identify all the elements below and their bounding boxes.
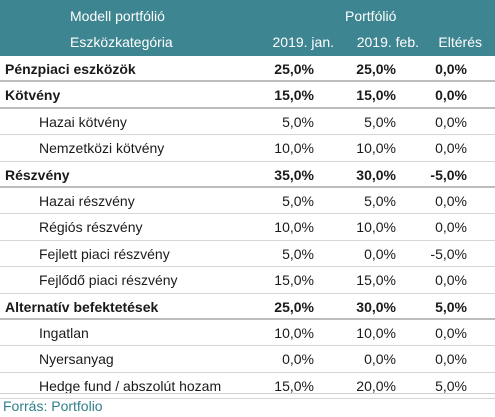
table-row: Hazai részvény 5,0% 5,0% 0,0% <box>0 188 495 215</box>
table-row: Fejlett piaci részvény 5,0% 0,0% -5,0% <box>0 241 495 268</box>
row-jan-value: 15,0% <box>274 87 314 104</box>
row-jan-value: 0,0% <box>282 351 314 368</box>
row-label: Részvény <box>5 166 70 183</box>
row-diff-value: 5,0% <box>435 298 467 315</box>
row-feb-value: 30,0% <box>356 298 396 315</box>
row-diff-value: 0,0% <box>435 113 467 130</box>
row-jan-value: 10,0% <box>274 140 314 157</box>
row-label: Régiós részvény <box>39 219 143 236</box>
row-feb-value: 15,0% <box>356 272 396 289</box>
row-jan-value: 10,0% <box>274 219 314 236</box>
row-feb-value: 10,0% <box>356 140 396 157</box>
row-label: Hazai részvény <box>39 192 135 209</box>
row-feb-value: 0,0% <box>364 245 396 262</box>
row-feb-value: 0,0% <box>364 351 396 368</box>
row-diff-value: 5,0% <box>435 377 467 394</box>
table-bottom-divider <box>0 393 495 394</box>
row-feb-value: 5,0% <box>364 113 396 130</box>
row-jan-value: 25,0% <box>274 61 314 77</box>
row-label: Nemzetközi kötvény <box>39 140 165 157</box>
row-feb-value: 20,0% <box>356 377 396 394</box>
row-diff-value: -5,0% <box>430 245 467 262</box>
row-jan-value: 15,0% <box>274 272 314 289</box>
row-label: Alternatív befektetések <box>5 298 159 315</box>
table-row: Nemzetközi kötvény 10,0% 10,0% 0,0% <box>0 135 495 162</box>
row-diff-value: 0,0% <box>435 219 467 236</box>
table-body: Pénzpiaci eszközök 25,0% 25,0% 0,0% Kötvény 1… <box>0 56 495 400</box>
table-row: Pénzpiaci eszközök 25,0% 25,0% 0,0% <box>0 56 495 83</box>
row-feb-value: 30,0% <box>356 166 396 183</box>
table-row: Nyersanyag 0,0% 0,0% 0,0% <box>0 346 495 373</box>
row-diff-value: 0,0% <box>435 61 467 77</box>
row-diff-value: 0,0% <box>435 140 467 157</box>
row-label: Nyersanyag <box>39 351 114 368</box>
row-label: Kötvény <box>5 87 61 104</box>
row-jan-value: 25,0% <box>274 298 314 315</box>
row-label: Ingatlan <box>39 324 89 341</box>
row-feb-value: 10,0% <box>356 219 396 236</box>
row-label: Fejlődő piaci részvény <box>39 272 178 289</box>
header-model-portfolio: Modell portfólió <box>70 8 165 24</box>
table-row: Alternatív befektetések 25,0% 30,0% 5,0% <box>0 294 495 320</box>
row-feb-value: 5,0% <box>364 192 396 209</box>
row-diff-value: 0,0% <box>435 87 467 104</box>
row-jan-value: 15,0% <box>274 377 314 394</box>
row-feb-value: 15,0% <box>356 87 396 104</box>
source-note: Forrás: Portfolio <box>3 398 103 414</box>
table-row: Fejlődő piaci részvény 15,0% 15,0% 0,0% <box>0 267 495 294</box>
table-row: Hazai kötvény 5,0% 5,0% 0,0% <box>0 109 495 136</box>
table-row: Régiós részvény 10,0% 10,0% 0,0% <box>0 214 495 241</box>
table-row: Kötvény 15,0% 15,0% 0,0% <box>0 82 495 109</box>
row-diff-value: 0,0% <box>435 272 467 289</box>
row-jan-value: 5,0% <box>282 245 314 262</box>
row-diff-value: 0,0% <box>435 192 467 209</box>
row-diff-value: 0,0% <box>435 351 467 368</box>
row-label: Hedge fund / abszolút hozam <box>39 377 222 394</box>
row-jan-value: 5,0% <box>282 113 314 130</box>
row-jan-value: 35,0% <box>274 166 314 183</box>
row-jan-value: 10,0% <box>274 324 314 341</box>
header-feb: 2019. feb. <box>356 34 419 50</box>
table-row: Ingatlan 10,0% 10,0% 0,0% <box>0 320 495 347</box>
row-label: Fejlett piaci részvény <box>39 245 170 262</box>
table-row: Részvény 35,0% 30,0% -5,0% <box>0 162 495 188</box>
header-diff: Eltérés <box>438 34 482 50</box>
row-label: Pénzpiaci eszközök <box>5 61 136 77</box>
row-diff-value: 0,0% <box>435 324 467 341</box>
header-jan: 2019. jan. <box>272 34 335 50</box>
row-jan-value: 5,0% <box>282 192 314 209</box>
row-feb-value: 10,0% <box>356 324 396 341</box>
row-diff-value: -5,0% <box>430 166 467 183</box>
row-label: Hazai kötvény <box>39 113 127 130</box>
row-feb-value: 25,0% <box>356 61 396 77</box>
header-category: Eszközkategória <box>70 34 173 50</box>
table-row: Hedge fund / abszolút hozam 15,0% 20,0% 5,0… <box>0 373 495 400</box>
table-header: Modell portfólió Portfólió Eszközkategór… <box>0 0 495 56</box>
header-portfolio: Portfólió <box>345 8 397 24</box>
